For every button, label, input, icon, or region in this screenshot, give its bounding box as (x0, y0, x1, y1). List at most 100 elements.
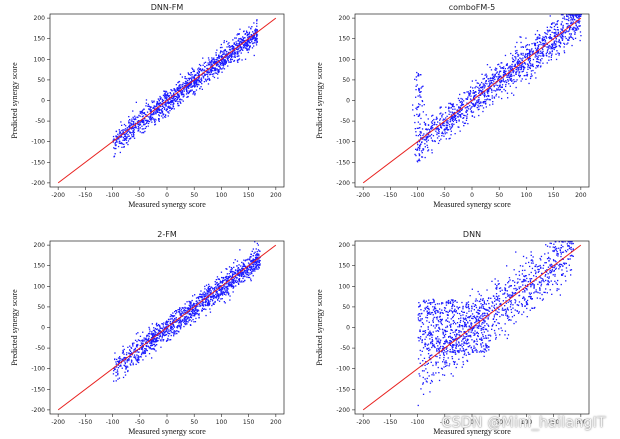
data-point (137, 339, 140, 341)
data-point (441, 351, 443, 353)
data-point (205, 284, 208, 286)
data-point (528, 66, 530, 68)
data-point (418, 115, 421, 117)
data-point (200, 290, 202, 292)
data-point (141, 344, 143, 346)
data-point (163, 96, 165, 98)
data-point (205, 79, 207, 81)
data-point (484, 82, 486, 84)
data-point (192, 305, 194, 307)
data-point (220, 68, 222, 70)
data-point (167, 106, 169, 108)
data-point (448, 106, 450, 108)
data-point (431, 152, 433, 154)
data-point (569, 242, 571, 245)
data-point (504, 72, 506, 74)
data-point (440, 112, 442, 114)
data-point (253, 54, 255, 57)
data-point (482, 85, 484, 87)
data-point (234, 56, 236, 58)
data-point (441, 132, 443, 134)
data-point (115, 144, 117, 147)
data-point (126, 127, 128, 129)
data-point (255, 256, 257, 258)
data-point (546, 62, 548, 64)
data-point (131, 354, 133, 356)
data-point (138, 348, 140, 350)
data-point (469, 316, 471, 318)
data-point (512, 82, 514, 84)
data-point (117, 357, 120, 359)
data-point (154, 106, 156, 108)
data-point (252, 263, 254, 266)
data-point (468, 345, 470, 348)
data-point (538, 54, 540, 57)
data-point (233, 52, 236, 54)
data-point (445, 128, 447, 131)
data-point (199, 293, 201, 295)
x-tick-label: -100 (106, 419, 120, 426)
data-point (176, 327, 179, 329)
data-point (232, 39, 234, 41)
data-point (170, 99, 173, 102)
data-point (476, 331, 478, 333)
data-point (166, 321, 168, 323)
data-point (143, 112, 146, 114)
data-point (465, 119, 468, 121)
data-point (518, 60, 520, 62)
data-point (133, 137, 136, 139)
data-point (500, 86, 502, 89)
data-point (488, 346, 490, 348)
data-point (257, 259, 259, 261)
data-point (153, 338, 155, 340)
data-point (468, 93, 471, 96)
data-point (142, 121, 144, 123)
data-point (145, 348, 147, 350)
data-point (123, 348, 125, 351)
data-point (253, 34, 256, 37)
data-point (234, 55, 236, 57)
data-point (152, 340, 155, 342)
data-point (448, 110, 450, 112)
data-point (203, 294, 205, 296)
x-tick-label: -150 (79, 419, 93, 426)
data-point (144, 123, 146, 125)
data-point (480, 102, 482, 104)
data-point (239, 49, 242, 52)
data-point (560, 42, 562, 44)
data-point (496, 306, 498, 309)
data-point (521, 78, 523, 80)
data-point (442, 361, 444, 363)
data-point (523, 299, 526, 301)
data-point (473, 97, 475, 99)
data-point (569, 255, 572, 257)
data-point (233, 56, 235, 58)
data-point (500, 79, 502, 82)
data-point (451, 119, 454, 121)
data-point (204, 304, 206, 306)
data-point (204, 66, 206, 68)
data-point (531, 307, 534, 309)
data-point (209, 70, 211, 72)
data-point (224, 287, 226, 289)
data-point (494, 67, 497, 69)
data-point (448, 124, 451, 126)
data-point (219, 289, 221, 291)
data-point (540, 42, 542, 44)
data-point (439, 106, 441, 108)
data-point (462, 117, 464, 119)
data-point (537, 64, 540, 67)
data-point (567, 42, 569, 44)
data-point (557, 20, 559, 22)
data-point (188, 313, 191, 316)
data-point (140, 342, 142, 344)
data-point (509, 78, 511, 80)
data-point (420, 87, 422, 89)
data-point (421, 370, 424, 372)
data-point (209, 308, 211, 310)
data-point (123, 133, 125, 135)
data-point (248, 40, 250, 42)
data-point (186, 307, 188, 309)
data-point (137, 351, 139, 353)
data-point (474, 95, 476, 97)
